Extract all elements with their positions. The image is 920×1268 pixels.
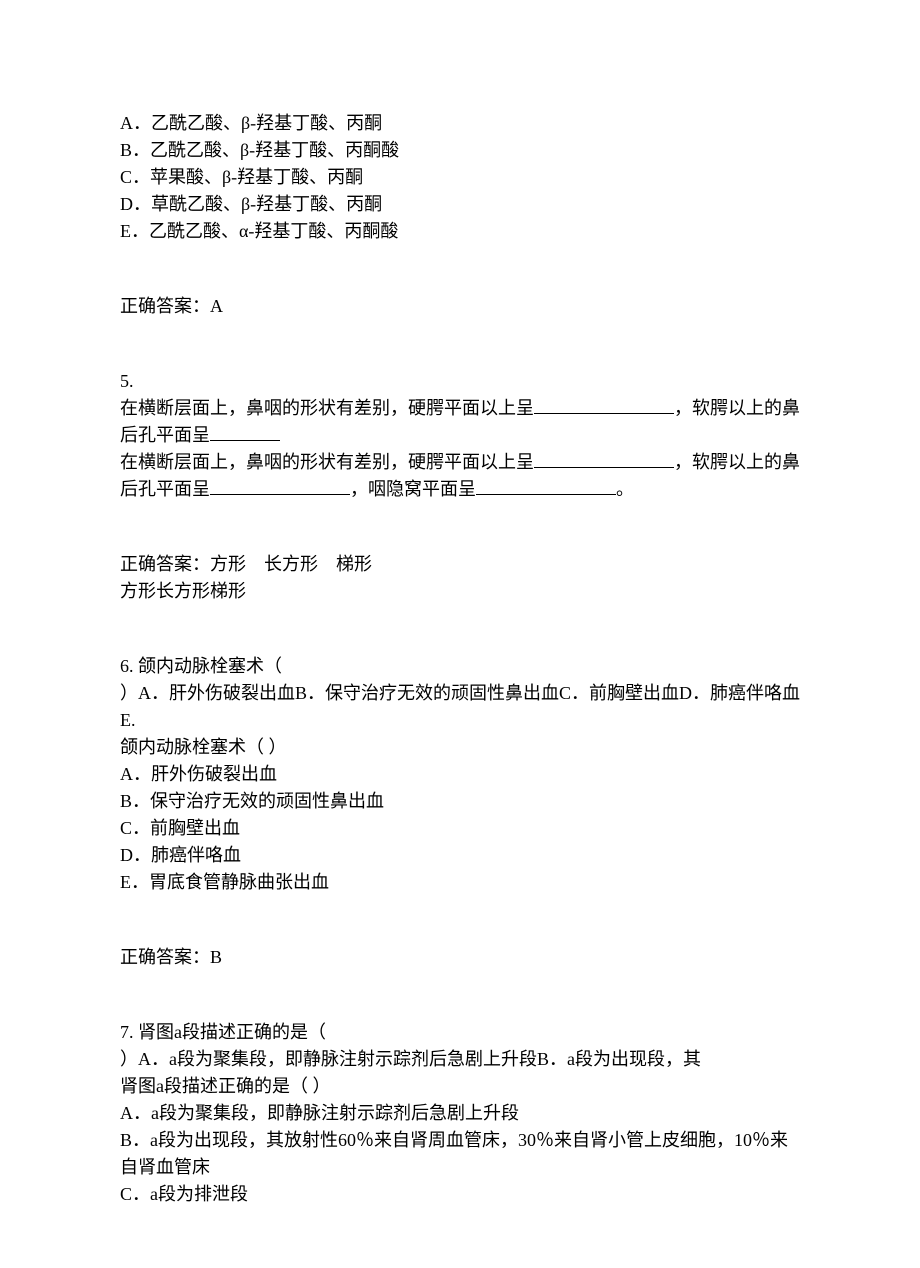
blank (210, 423, 280, 441)
blank (210, 477, 350, 495)
q5-l2-p3: ，咽隐窝平面呈 (350, 479, 476, 499)
answer-5-text2: 方形长方形梯形 (120, 578, 800, 605)
question-6-cont: ）A．肝外伤破裂出血B．保守治疗无效的顽固性鼻出血C．前胸壁出血D．肺癌伴咯血E… (120, 680, 800, 734)
option-b: B．乙酰乙酸、β-羟基丁酸、丙酮酸 (120, 137, 800, 164)
option-b: B．a段为出现段，其放射性60％来自肾周血管床，30％来自肾小管上皮细胞，10％… (120, 1127, 800, 1181)
question-6-stem: 颌内动脉栓塞术（ (138, 656, 282, 676)
option-c: C．前胸壁出血 (120, 815, 800, 842)
answer-6: 正确答案：B (120, 944, 800, 971)
question-5: 5. 在横断层面上，鼻咽的形状有差别，硬腭平面以上呈，软腭以上的鼻后孔平面呈 在… (120, 368, 800, 503)
question-7-repeat: 肾图a段描述正确的是（ ） (120, 1073, 800, 1100)
question-4-options: A．乙酰乙酸、β-羟基丁酸、丙酮 B．乙酰乙酸、β-羟基丁酸、丙酮酸 C．苹果酸… (120, 110, 800, 245)
question-7-cont: ）A．a段为聚集段，即静脉注射示踪剂后急剧上升段B．a段为出现段，其 (120, 1046, 800, 1073)
blank (534, 396, 674, 414)
q5-l2-p1: 在横断层面上，鼻咽的形状有差别，硬腭平面以上呈 (120, 452, 534, 472)
question-6: 6. 颌内动脉栓塞术（ ）A．肝外伤破裂出血B．保守治疗无效的顽固性鼻出血C．前… (120, 653, 800, 896)
option-a: A．肝外伤破裂出血 (120, 761, 800, 788)
question-6-header: 6. 颌内动脉栓塞术（ (120, 653, 800, 680)
question-5-line1: 在横断层面上，鼻咽的形状有差别，硬腭平面以上呈，软腭以上的鼻后孔平面呈 (120, 395, 800, 449)
answer-5-text: 正确答案：方形 长方形 梯形 (120, 551, 800, 578)
option-c: C．苹果酸、β-羟基丁酸、丙酮 (120, 164, 800, 191)
question-6-number: 6. (120, 656, 134, 676)
answer-6-text: 正确答案：B (120, 944, 800, 971)
question-7: 7. 肾图a段描述正确的是（ ）A．a段为聚集段，即静脉注射示踪剂后急剧上升段B… (120, 1019, 800, 1208)
question-5-line2: 在横断层面上，鼻咽的形状有差别，硬腭平面以上呈，软腭以上的鼻后孔平面呈，咽隐窝平… (120, 449, 800, 503)
question-7-header: 7. 肾图a段描述正确的是（ (120, 1019, 800, 1046)
answer-4: 正确答案：A (120, 293, 800, 320)
option-c: C．a段为排泄段 (120, 1181, 800, 1208)
option-b: B．保守治疗无效的顽固性鼻出血 (120, 788, 800, 815)
option-a: A．a段为聚集段，即静脉注射示踪剂后急剧上升段 (120, 1100, 800, 1127)
question-6-repeat: 颌内动脉栓塞术（ ） (120, 734, 800, 761)
answer-4-text: 正确答案：A (120, 293, 800, 320)
option-d: D．肺癌伴咯血 (120, 842, 800, 869)
q5-l1-p1: 在横断层面上，鼻咽的形状有差别，硬腭平面以上呈 (120, 398, 534, 418)
question-7-number: 7. (120, 1022, 134, 1042)
option-e: E．乙酰乙酸、α-羟基丁酸、丙酮酸 (120, 218, 800, 245)
option-e: E．胃底食管静脉曲张出血 (120, 869, 800, 896)
option-d: D．草酰乙酸、β-羟基丁酸、丙酮 (120, 191, 800, 218)
question-7-stem: 肾图a段描述正确的是（ (138, 1022, 326, 1042)
blank (476, 477, 616, 495)
blank (534, 450, 674, 468)
question-5-number: 5. (120, 368, 800, 395)
option-a: A．乙酰乙酸、β-羟基丁酸、丙酮 (120, 110, 800, 137)
q5-l2-p4: 。 (616, 479, 634, 499)
answer-5: 正确答案：方形 长方形 梯形 方形长方形梯形 (120, 551, 800, 605)
